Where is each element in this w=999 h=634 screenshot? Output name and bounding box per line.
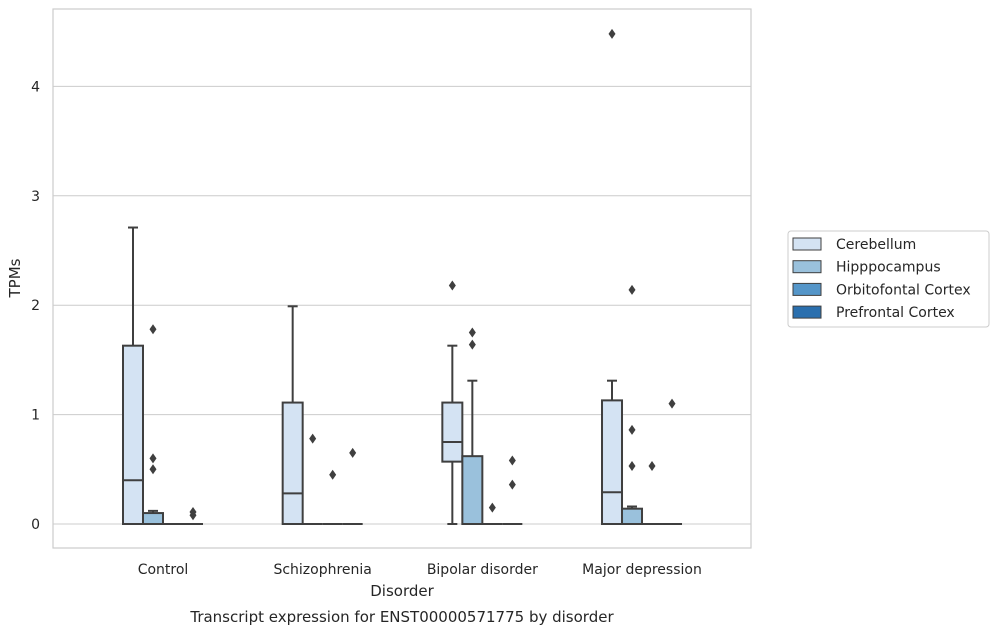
box-body <box>601 399 624 525</box>
box-0-1 <box>281 305 304 526</box>
outlier-point-0 <box>149 464 157 475</box>
legend-label-2: Orbitofontal Cortex <box>836 282 971 298</box>
legend-label-0: Cerebellum <box>836 237 916 253</box>
y-axis-ticks: 0 1 2 3 4 <box>31 79 40 533</box>
box-2-3 <box>642 461 663 525</box>
box-body <box>281 401 304 526</box>
outlier-point-1 <box>149 453 157 464</box>
y-tick-label-2: 2 <box>31 298 40 314</box>
outlier-point-0 <box>309 433 317 444</box>
legend: Cerebellum Hipppocampus Orbitofontal Corte… <box>787 230 990 328</box>
x-tick-label-0: Control <box>138 562 189 578</box>
outlier-point-2 <box>149 324 157 335</box>
legend-swatch-1 <box>792 260 822 274</box>
legend-label-1: Hipppocampus <box>836 260 941 276</box>
box-body <box>461 455 484 525</box>
legend-label-3: Prefrontal Cortex <box>836 305 955 321</box>
outlier-point-0 <box>628 461 636 472</box>
legend-frame <box>787 230 990 328</box>
outlier-point-2 <box>628 284 636 295</box>
box-0-3 <box>601 28 624 525</box>
outlier-point-0 <box>608 28 616 39</box>
outlier-point-0 <box>448 280 456 291</box>
box-0-2 <box>441 280 464 525</box>
x-axis-ticks: Control Schizophrenia Bipolar disorder Majo… <box>138 562 702 578</box>
box-1-0 <box>142 324 164 525</box>
box-body <box>621 507 644 525</box>
box-1-2 <box>461 327 484 525</box>
y-tick-label-1: 1 <box>31 408 40 424</box>
outlier-point-1 <box>468 327 476 338</box>
x-tick-label-1: Schizophrenia <box>273 562 371 578</box>
outlier-point-0 <box>508 479 516 490</box>
outlier-point-0 <box>488 502 496 513</box>
plot-frame <box>52 8 752 549</box>
outlier-point-0 <box>668 398 676 409</box>
y-tick-label-0: 0 <box>31 517 40 533</box>
legend-swatch-2 <box>792 282 822 296</box>
box-0-0 <box>122 226 144 526</box>
box-2-2 <box>482 502 503 525</box>
box-1-3 <box>621 284 644 525</box>
box-body <box>441 401 464 463</box>
box-2-1 <box>322 469 343 525</box>
x-tick-label-2: Bipolar disorder <box>427 562 538 578</box>
chart-caption: Transcript expression for ENST0000057177… <box>189 608 614 626</box>
box-3-0 <box>183 506 203 525</box>
box-3-1 <box>342 447 363 525</box>
outlier-point-0 <box>648 461 656 472</box>
box-3-3 <box>662 398 683 525</box>
y-tick-label-4: 4 <box>31 79 40 95</box>
outlier-point-1 <box>189 506 197 517</box>
box-groups <box>122 28 683 526</box>
x-tick-label-3: Major depression <box>582 562 702 578</box>
box-1-1 <box>302 433 323 525</box>
y-axis-title: TPMs <box>6 258 24 298</box>
outlier-point-1 <box>508 455 516 466</box>
x-axis-title: Disorder <box>370 582 434 600</box>
outlier-point-0 <box>349 447 357 458</box>
outlier-point-1 <box>628 424 636 435</box>
outlier-point-0 <box>329 469 337 480</box>
plot-background <box>53 9 751 548</box>
box-body <box>122 344 144 526</box>
outlier-point-0 <box>468 339 476 350</box>
y-tick-label-3: 3 <box>31 189 40 205</box>
legend-swatch-0 <box>792 237 822 251</box>
box-body <box>142 512 164 525</box>
box-3-2 <box>502 455 523 525</box>
legend-swatch-3 <box>792 305 822 319</box>
